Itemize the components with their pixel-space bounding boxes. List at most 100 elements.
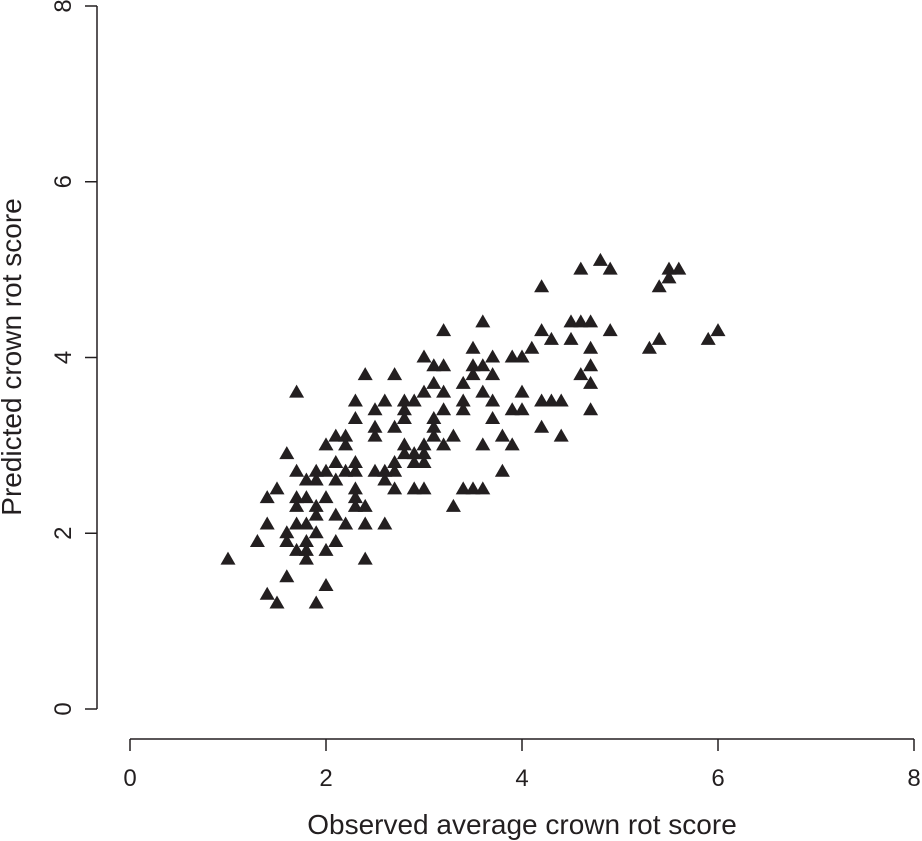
data-point [485, 349, 501, 363]
data-point [367, 463, 383, 477]
x-axis-title: Observed average crown rot score [307, 809, 737, 840]
data-point [357, 551, 373, 565]
data-point [485, 367, 501, 381]
data-point [347, 498, 363, 512]
data-point [563, 314, 579, 328]
data-point [416, 446, 432, 460]
data-point [455, 393, 471, 407]
data-point [455, 375, 471, 389]
data-point [298, 472, 314, 486]
data-point [543, 331, 559, 345]
data-point [416, 454, 432, 468]
data-point [347, 393, 363, 407]
data-point [279, 446, 295, 460]
data-point [494, 463, 510, 477]
data-point [328, 534, 344, 548]
data-point [504, 437, 520, 451]
data-point [436, 437, 452, 451]
data-point [534, 323, 550, 337]
data-point [475, 481, 491, 495]
data-point [465, 481, 481, 495]
data-point [289, 384, 305, 398]
data-point [651, 331, 667, 345]
data-point [318, 463, 334, 477]
data-point [475, 437, 491, 451]
data-point [671, 261, 687, 275]
x-tick-label: 8 [907, 765, 920, 792]
data-point [436, 384, 452, 398]
data-point [543, 393, 559, 407]
data-point [220, 551, 236, 565]
data-point [396, 411, 412, 425]
data-point [406, 393, 422, 407]
data-point [475, 314, 491, 328]
data-point [436, 402, 452, 416]
data-point [406, 481, 422, 495]
x-tick-label: 4 [515, 765, 528, 792]
data-point [514, 384, 530, 398]
data-point [396, 437, 412, 451]
data-point [289, 463, 305, 477]
data-point [553, 393, 569, 407]
data-point [308, 463, 324, 477]
data-point [485, 411, 501, 425]
data-point [534, 279, 550, 293]
data-point [416, 481, 432, 495]
data-point [416, 349, 432, 363]
data-point [289, 498, 305, 512]
data-point [338, 428, 354, 442]
data-point [396, 446, 412, 460]
data-point [308, 498, 324, 512]
data-point [445, 428, 461, 442]
data-point [308, 525, 324, 539]
data-point [504, 349, 520, 363]
data-point [534, 393, 550, 407]
data-point [338, 463, 354, 477]
data-point [387, 367, 403, 381]
data-point [298, 542, 314, 556]
data-point [583, 340, 599, 354]
x-axis-ticks: 0 2 4 6 8 [123, 739, 921, 792]
data-point [514, 349, 530, 363]
data-point [485, 393, 501, 407]
data-point [583, 358, 599, 372]
data-point [249, 534, 265, 548]
data-point [328, 507, 344, 521]
data-point [465, 367, 481, 381]
data-point [465, 340, 481, 354]
data-point [357, 367, 373, 381]
data-point [377, 516, 393, 530]
data-point [710, 323, 726, 337]
data-point [289, 490, 305, 504]
data-point [573, 367, 589, 381]
data-point [308, 472, 324, 486]
data-point [269, 595, 285, 609]
data-point [328, 472, 344, 486]
data-point [592, 252, 608, 266]
data-point [377, 472, 393, 486]
data-point [661, 270, 677, 284]
data-point [338, 516, 354, 530]
y-axis-ticks: 0 2 4 6 8 [50, 0, 97, 716]
data-point [377, 393, 393, 407]
data-point [298, 534, 314, 548]
data-point [328, 454, 344, 468]
data-point [426, 358, 442, 372]
data-point [534, 419, 550, 433]
data-point [445, 498, 461, 512]
data-point [367, 402, 383, 416]
data-point [455, 402, 471, 416]
data-point [347, 490, 363, 504]
data-point [514, 402, 530, 416]
data-point [318, 437, 334, 451]
data-point [475, 358, 491, 372]
data-point [289, 516, 305, 530]
y-tick-label: 0 [50, 702, 77, 715]
data-point [367, 419, 383, 433]
data-point [298, 551, 314, 565]
data-point [465, 358, 481, 372]
data-point [387, 454, 403, 468]
data-point [700, 331, 716, 345]
data-point [416, 437, 432, 451]
data-point [318, 577, 334, 591]
